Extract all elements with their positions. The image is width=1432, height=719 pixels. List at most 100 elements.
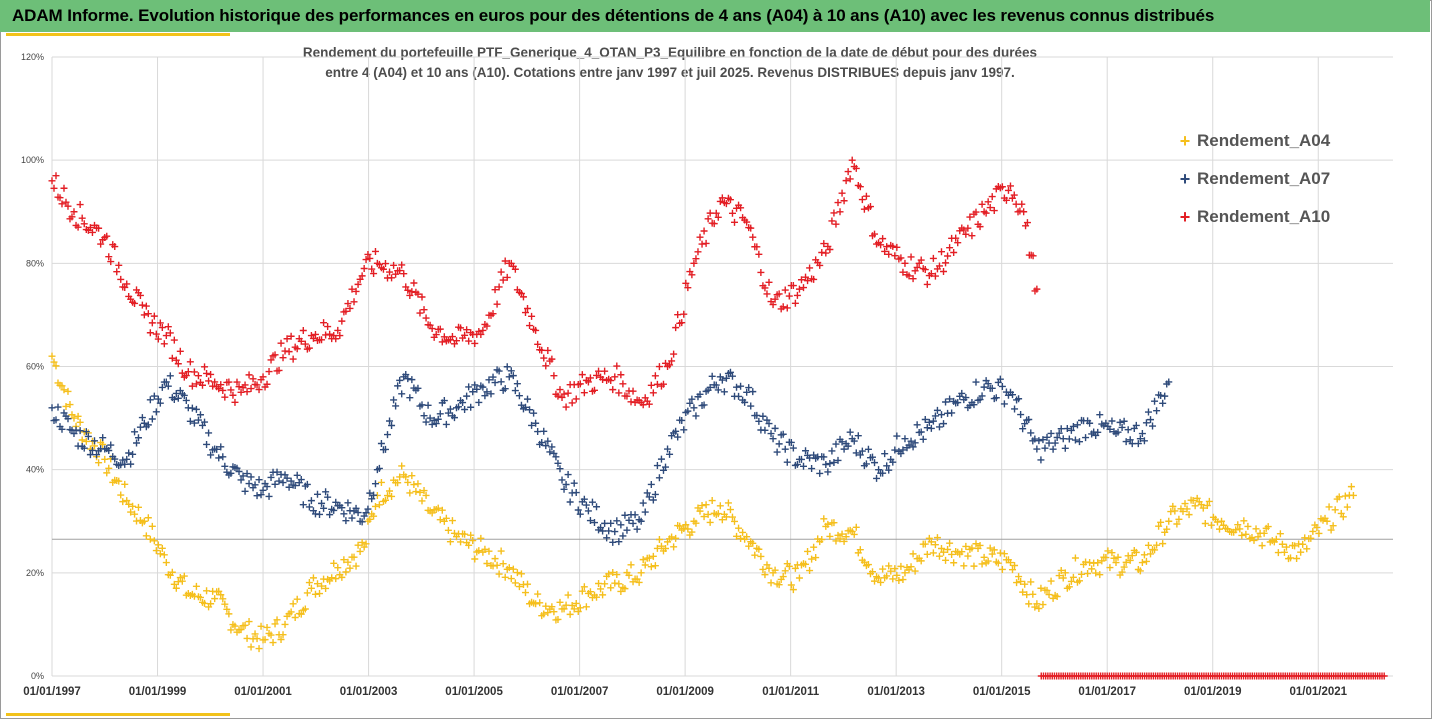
data-point-fill xyxy=(984,557,992,565)
data-point-fill xyxy=(601,367,609,375)
data-point-fill xyxy=(749,539,757,547)
data-point-fill xyxy=(277,339,285,347)
data-point-fill xyxy=(816,469,824,477)
data-point-fill xyxy=(168,354,176,362)
data-point-fill xyxy=(871,459,879,467)
accent-stripe-bottom xyxy=(6,713,230,716)
data-point-fill xyxy=(511,265,519,273)
data-point-fill xyxy=(279,631,287,639)
data-point-fill xyxy=(840,537,848,545)
data-point-fill xyxy=(718,516,726,524)
data-point-fill xyxy=(998,382,1006,390)
data-point-fill xyxy=(394,479,402,487)
data-point-fill xyxy=(1043,586,1051,594)
data-point-fill xyxy=(245,371,253,379)
data-point-fill xyxy=(899,446,907,454)
data-point-fill xyxy=(487,390,495,398)
data-point-fill xyxy=(438,338,446,346)
data-point-fill xyxy=(465,383,473,391)
data-point xyxy=(1297,548,1305,556)
data-point-fill xyxy=(160,551,168,559)
data-point-fill xyxy=(607,519,615,527)
data-point-fill xyxy=(1175,515,1183,523)
data-point-fill xyxy=(342,517,350,525)
data-point-fill xyxy=(154,395,162,403)
data-point-fill xyxy=(491,379,499,387)
data-point-fill xyxy=(324,323,332,331)
data-point-fill xyxy=(990,207,998,215)
data-point-fill xyxy=(718,376,726,384)
data-point-fill xyxy=(354,280,362,288)
data-point-fill xyxy=(291,613,299,621)
data-point-fill xyxy=(958,548,966,556)
x-tick-label: 01/01/2003 xyxy=(340,686,398,698)
data-point-fill xyxy=(554,615,562,623)
data-point-fill xyxy=(265,492,273,500)
data-point-fill xyxy=(436,516,444,524)
data-point-fill xyxy=(933,406,941,414)
data-point-fill xyxy=(1071,436,1079,444)
data-point-fill xyxy=(444,526,452,534)
data-point-fill xyxy=(885,250,893,258)
data-point-fill xyxy=(344,558,352,566)
data-point-fill xyxy=(1155,522,1163,530)
data-point xyxy=(1138,430,1146,438)
data-point-fill xyxy=(1104,547,1112,555)
data-point-fill xyxy=(564,591,572,599)
data-point-fill xyxy=(448,517,456,525)
x-tick-label: 01/01/2017 xyxy=(1078,686,1136,698)
data-point-fill xyxy=(925,418,933,426)
data-point-fill xyxy=(199,381,207,389)
data-point-fill xyxy=(877,241,885,249)
data-point-fill xyxy=(138,414,146,422)
data-point-fill xyxy=(473,385,481,393)
data-point-fill xyxy=(311,590,319,598)
data-point-fill xyxy=(511,387,519,395)
data-point-fill xyxy=(808,555,816,563)
data-point-fill xyxy=(706,383,714,391)
data-point-fill xyxy=(481,545,489,553)
data-point-fill xyxy=(182,396,190,404)
data-point-fill xyxy=(56,194,64,202)
data-point-fill xyxy=(1094,559,1102,567)
data-point xyxy=(140,311,148,319)
x-tick-label: 01/01/2001 xyxy=(234,686,292,698)
data-point-fill xyxy=(921,266,929,274)
data-point-fill xyxy=(517,401,525,409)
data-point-fill xyxy=(1118,423,1126,431)
data-point-fill xyxy=(942,398,950,406)
data-point-fill xyxy=(293,471,301,479)
data-point-fill xyxy=(251,630,259,638)
data-point-fill xyxy=(810,275,818,283)
data-point-fill xyxy=(231,398,239,406)
data-point-fill xyxy=(1067,577,1075,585)
data-point-fill xyxy=(366,489,374,497)
data-point-fill xyxy=(170,336,178,344)
data-point-fill xyxy=(233,378,241,386)
data-point-fill xyxy=(866,203,874,211)
data-point-fill xyxy=(923,280,931,288)
data-point-fill xyxy=(1140,551,1148,559)
data-point-fill xyxy=(944,546,952,554)
data-point-fill xyxy=(706,209,714,217)
data-point-fill xyxy=(641,561,649,569)
data-point xyxy=(1218,517,1226,525)
data-point-fill xyxy=(1000,550,1008,558)
data-point-fill xyxy=(850,530,858,538)
data-point-fill xyxy=(80,220,88,228)
data-point-fill xyxy=(1313,523,1321,531)
data-point-fill xyxy=(241,487,249,495)
data-point-fill xyxy=(1276,530,1284,538)
data-point-fill xyxy=(1132,548,1140,556)
data-point-fill xyxy=(526,322,534,330)
data-point-fill xyxy=(1013,579,1021,587)
data-point-fill xyxy=(146,329,154,337)
data-point-fill xyxy=(1010,191,1018,199)
data-point-fill xyxy=(182,372,190,380)
data-point-fill xyxy=(402,371,410,379)
data-point-fill xyxy=(495,570,503,578)
data-point-fill xyxy=(192,405,200,413)
data-point-fill xyxy=(457,324,465,332)
data-point-fill xyxy=(929,254,937,262)
data-point-fill xyxy=(885,466,893,474)
